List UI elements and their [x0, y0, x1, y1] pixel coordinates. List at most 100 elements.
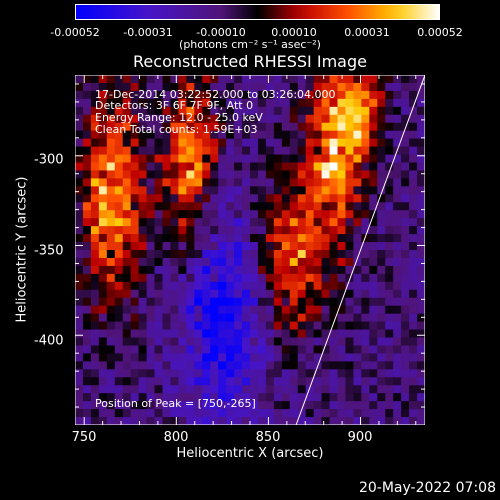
heatmap-cell: [369, 313, 378, 322]
heatmap-cell: [417, 401, 425, 410]
heatmap-cell: [178, 122, 187, 131]
heatmap-cell: [385, 369, 394, 378]
heatmap-cell: [353, 130, 362, 139]
heatmap-cell: [98, 170, 108, 179]
heatmap-cell: [82, 138, 92, 147]
heatmap-cell: [170, 242, 179, 251]
heatmap-cell: [417, 162, 425, 171]
heatmap-cell: [98, 281, 108, 291]
heatmap-cell: [329, 242, 338, 251]
heatmap-cell: [345, 210, 354, 219]
heatmap-cell: [82, 417, 92, 425]
heatmap-cell: [273, 98, 283, 108]
heatmap-cell: [170, 250, 179, 259]
heatmap-cell: [106, 194, 116, 203]
heatmap-cell: [297, 170, 306, 179]
heatmap-cell: [401, 106, 410, 116]
heatmap-cell: [75, 106, 84, 116]
heatmap-cell: [210, 114, 219, 124]
heatmap-cell: [321, 345, 330, 354]
heatmap-cell: [194, 178, 203, 187]
heatmap-cell: [146, 162, 155, 171]
heatmap-cell: [122, 353, 131, 362]
heatmap-cell: [385, 273, 394, 283]
heatmap-cell: [146, 82, 155, 92]
heatmap-cell: [202, 313, 211, 322]
heatmap-cell: [154, 257, 163, 267]
heatmap-cell: [202, 297, 211, 306]
heatmap-cell: [194, 250, 203, 259]
heatmap-cell: [210, 250, 219, 259]
heatmap-cell: [202, 226, 211, 235]
heatmap-cell: [385, 257, 394, 267]
heatmap-cell: [114, 146, 124, 155]
heatmap-cell: [130, 345, 139, 354]
heatmap-cell: [170, 313, 179, 322]
heatmap-cell: [178, 178, 187, 187]
heatmap-cell: [369, 257, 378, 267]
heatmap-cell: [385, 361, 394, 370]
heatmap-cell: [178, 114, 187, 124]
heatmap-cell: [313, 417, 322, 425]
heatmap-cell: [114, 226, 124, 235]
heatmap-cell: [313, 273, 322, 283]
heatmap-cell: [257, 114, 267, 124]
heatmap-cell: [305, 393, 314, 402]
heatmap-cell: [194, 265, 203, 275]
heatmap-cell: [313, 162, 322, 171]
heatmap-cell: [162, 75, 171, 84]
heatmap-cell: [297, 409, 306, 418]
heatmap-cell: [90, 210, 100, 219]
heatmap-cell: [90, 226, 100, 235]
heatmap-cell: [385, 393, 394, 402]
heatmap-cell: [170, 114, 179, 124]
heatmap-cell: [75, 361, 84, 370]
heatmap-cell: [98, 385, 108, 394]
heatmap-cell: [257, 361, 267, 370]
heatmap-cell: [257, 289, 267, 299]
heatmap-cell: [273, 353, 283, 362]
heatmap-cell: [369, 377, 378, 386]
heatmap-cell: [218, 401, 227, 410]
heatmap-cell: [305, 321, 314, 330]
heatmap-cell: [82, 385, 92, 394]
heatmap-cell: [146, 170, 155, 179]
heatmap-cell: [321, 250, 330, 259]
heatmap-cell: [218, 329, 227, 338]
heatmap-cell: [170, 289, 179, 299]
heatmap-cell: [393, 186, 402, 195]
heatmap-cell: [90, 98, 100, 108]
heatmap-cell: [75, 393, 84, 402]
heatmap-cell: [210, 210, 219, 219]
heatmap-cell: [393, 329, 402, 338]
heatmap-cell: [377, 122, 386, 131]
heatmap-cell: [401, 226, 410, 235]
heatmap-cell: [82, 337, 92, 346]
heatmap-cell: [265, 329, 275, 338]
heatmap-cell: [242, 281, 251, 291]
heatmap-cell: [393, 337, 402, 346]
heatmap-cell: [321, 130, 330, 139]
heatmap-cell: [122, 393, 131, 402]
heatmap-cell: [385, 162, 394, 171]
heatmap-cell: [385, 130, 394, 139]
heatmap-cell: [353, 138, 362, 147]
heatmap-cell: [106, 409, 116, 418]
heatmap-cell: [98, 297, 108, 306]
heatmap-cell: [234, 369, 243, 378]
heatmap-cell: [98, 178, 108, 187]
heatmap-cell: [234, 385, 243, 394]
heatmap-cell: [401, 265, 410, 275]
heatmap-cell: [178, 98, 187, 108]
heatmap-cell: [226, 154, 235, 163]
heatmap-cell: [353, 194, 362, 203]
heatmap-cell: [321, 186, 330, 195]
heatmap-cell: [329, 353, 338, 362]
x-tick-label: 800: [163, 430, 189, 445]
heatmap-cell: [369, 194, 378, 203]
heatmap-cell: [130, 122, 139, 131]
heatmap-cell: [218, 265, 227, 275]
heatmap-cell: [353, 385, 362, 394]
heatmap-cell: [210, 162, 219, 171]
heatmap-cell: [273, 273, 283, 283]
